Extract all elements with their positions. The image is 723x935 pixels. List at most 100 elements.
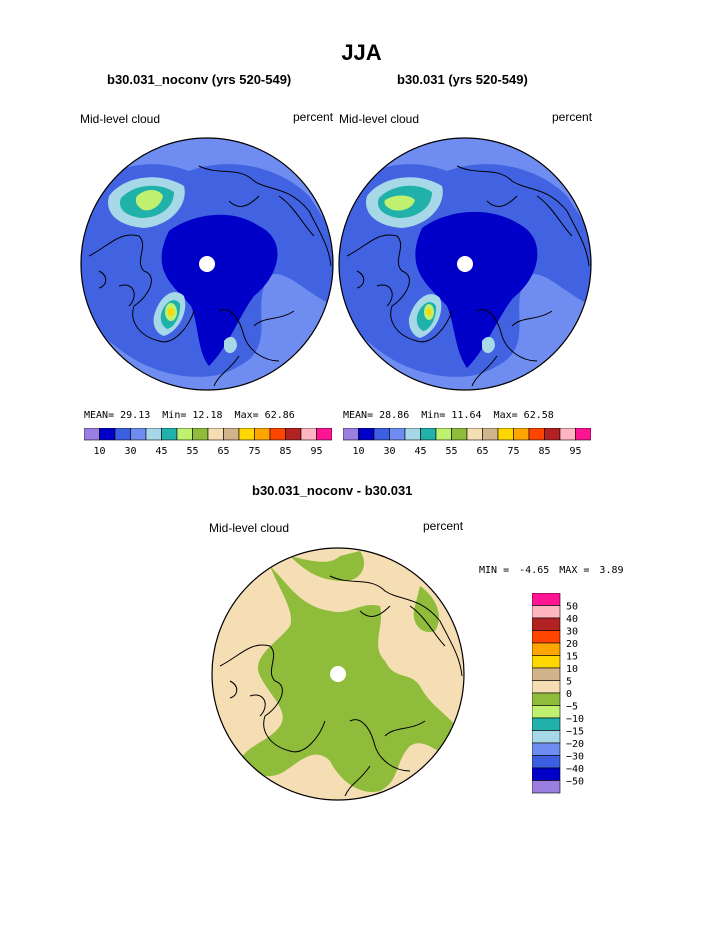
colorbar-swatch: [532, 655, 561, 669]
colorbar-tick-label: −15: [566, 727, 584, 738]
colorbar-swatch: [532, 705, 561, 719]
colorbar-tick-label: 45: [155, 446, 167, 457]
colorbar-swatch: [532, 742, 561, 756]
colorbar-swatch: [207, 428, 224, 441]
right-max-label: Max=: [493, 410, 518, 421]
colorbar-swatch: [192, 428, 209, 441]
colorbar-swatch: [176, 428, 193, 441]
colorbar-swatch: [420, 428, 437, 441]
scandinavia-light-patch: [224, 336, 237, 354]
colorbar-swatch: [130, 428, 147, 441]
left-min-value: 12.18: [192, 410, 223, 421]
colorbar-swatch: [404, 428, 421, 441]
colorbar-swatch: [528, 428, 545, 441]
season-title: JJA: [341, 40, 382, 65]
left-mean-value: 29.13: [120, 410, 151, 421]
left-mean-label: MEAN=: [84, 410, 115, 421]
colorbar-tick-label: 75: [248, 446, 260, 457]
colorbar-tick-label: 75: [507, 446, 519, 457]
colorbar-swatch: [161, 428, 178, 441]
diff-polar-map: [211, 547, 465, 801]
colorbar-swatch: [544, 428, 561, 441]
colorbar-tick-label: 30: [124, 446, 136, 457]
colorbar-swatch: [238, 428, 255, 441]
coastlines: [219, 575, 463, 797]
diff-negative-patch-top: [290, 551, 365, 581]
diff-negative-region: [240, 566, 464, 792]
colorbar-tick-label: 30: [383, 446, 395, 457]
diff-units-label: percent: [423, 519, 464, 533]
colorbar-swatch: [99, 428, 116, 441]
colorbar-swatch: [532, 730, 561, 744]
colorbar-tick-label: 10: [93, 446, 105, 457]
left-max-label: Max=: [234, 410, 259, 421]
colorbar-tick-label: 65: [217, 446, 229, 457]
colorbar-swatch: [532, 667, 561, 681]
colorbar-tick-label: 95: [310, 446, 322, 457]
right-min-value: 11.64: [451, 410, 482, 421]
left-min-label: Min=: [162, 410, 187, 421]
right-units-label: percent: [552, 110, 593, 124]
colorbar-tick-label: 95: [569, 446, 581, 457]
colorbar-swatch: [223, 428, 240, 441]
colorbar-tick-label: 85: [279, 446, 291, 457]
colorbar-swatch: [389, 428, 406, 441]
colorbar-tick-label: 50: [566, 602, 578, 613]
left-field-label: Mid-level cloud: [80, 112, 161, 126]
left-polar-map: [80, 137, 334, 391]
deep-cloud-region: [415, 211, 538, 368]
colorbar-swatch: [532, 717, 561, 731]
colorbar-swatch: [532, 755, 561, 769]
colorbar-tick-label: −50: [566, 777, 584, 788]
colorbar-tick-label: 15: [566, 652, 578, 663]
colorbar-swatch: [358, 428, 375, 441]
upper-lime-patch: [135, 190, 163, 211]
right-colorbar: 10 30 45 55 65 75 85 95: [343, 428, 591, 457]
left-units-label: percent: [293, 110, 334, 124]
right-polar-map: [338, 137, 592, 391]
right-mean-label: MEAN=: [343, 410, 374, 421]
coastlines: [346, 165, 590, 387]
left-colorbar: 10 30 45 55 65 75 85 95: [84, 428, 332, 457]
colorbar-swatch: [114, 428, 131, 441]
colorbar-tick-label: 10: [352, 446, 364, 457]
pole-marker: [330, 666, 346, 682]
colorbar-tick-label: 10: [566, 664, 578, 675]
colorbar-tick-label: −30: [566, 752, 584, 763]
colorbar-swatch: [300, 428, 317, 441]
colorbar-swatch: [532, 630, 561, 644]
colorbar-tick-label: 65: [476, 446, 488, 457]
greenland-yellow-patch: [168, 308, 174, 316]
scandinavia-light-patch: [482, 336, 495, 354]
colorbar-swatch: [482, 428, 499, 441]
right-min-label: Min=: [421, 410, 446, 421]
pole-marker: [457, 256, 473, 272]
colorbar-tick-label: 85: [538, 446, 550, 457]
colorbar-swatch: [343, 428, 359, 441]
colorbar-swatch: [532, 593, 561, 606]
colorbar-swatch: [575, 428, 591, 441]
deep-cloud-region: [161, 214, 278, 366]
colorbar-swatch: [497, 428, 514, 441]
diff-field-label: Mid-level cloud: [209, 521, 290, 535]
greenland-yellow-patch: [426, 308, 432, 316]
colorbar-swatch: [145, 428, 162, 441]
right-field-label: Mid-level cloud: [339, 112, 420, 126]
colorbar-swatch: [532, 680, 561, 694]
colorbar-tick-label: 55: [445, 446, 457, 457]
colorbar-swatch: [269, 428, 286, 441]
diff-min-value: -4.65: [519, 565, 550, 576]
diff-min-label: MIN =: [479, 565, 510, 576]
colorbar-swatch: [373, 428, 390, 441]
diff-stats: MIN = -4.65 MAX = 3.89: [479, 565, 624, 576]
colorbar-swatch: [532, 642, 561, 656]
colorbar-swatch: [532, 780, 561, 794]
diff-max-label: MAX =: [559, 565, 590, 576]
colorbar-tick-label: 45: [414, 446, 426, 457]
left-stats: MEAN= 29.13 Min= 12.18 Max= 62.86: [84, 410, 295, 421]
right-stats: MEAN= 28.86 Min= 11.64 Max= 62.58: [343, 410, 554, 421]
upper-lime-patch: [384, 195, 415, 211]
colorbar-tick-label: −5: [566, 702, 578, 713]
right-panel-title: b30.031 (yrs 520-549): [397, 72, 528, 87]
